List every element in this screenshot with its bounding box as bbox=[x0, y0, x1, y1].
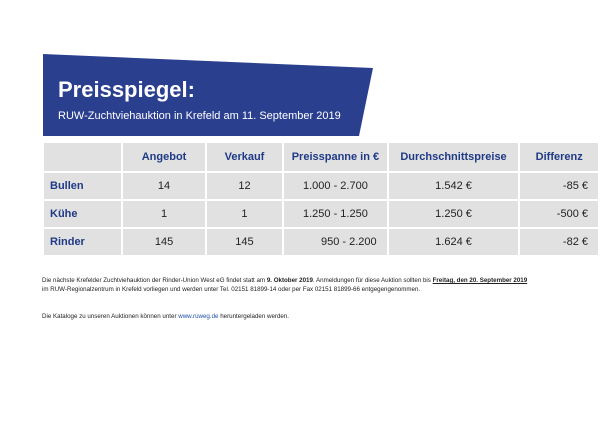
price-table: Angebot Verkauf Preisspanne in € Durchsc… bbox=[42, 141, 600, 257]
header-differenz: Differenz bbox=[520, 143, 598, 171]
ruweg-link[interactable]: www.ruweg.de bbox=[178, 313, 219, 320]
banner-background bbox=[43, 54, 373, 136]
cell-differenz: -82 € bbox=[520, 229, 598, 255]
cell-angebot: 145 bbox=[123, 229, 205, 255]
cell-preisspanne: 1.250 - 1.250 bbox=[284, 201, 387, 227]
cell-verkauf: 12 bbox=[206, 173, 283, 199]
cell-angebot: 1 bbox=[123, 201, 205, 227]
cell-preisspanne: 950 - 2.200 bbox=[284, 229, 387, 255]
registration-deadline: Freitag, den 20. September 2019 bbox=[432, 277, 528, 284]
note-text: Die nächste Krefelder Zuchtviehauktion d… bbox=[42, 277, 267, 284]
table-row: Kühe 1 1 1.250 - 1.250 1.250 € -500 € bbox=[44, 201, 598, 227]
note-text: . Anmeldungen für diese Auktion sollten … bbox=[312, 277, 433, 284]
header-preisspanne: Preisspanne in € bbox=[284, 143, 387, 171]
table-row: Rinder 145 145 950 - 2.200 1.624 € -82 € bbox=[44, 229, 598, 255]
auction-note: Die nächste Krefelder Zuchtviehauktion d… bbox=[42, 276, 527, 294]
table-row: Bullen 14 12 1.000 - 2.700 1.542 € -85 € bbox=[44, 173, 598, 199]
cell-differenz: -85 € bbox=[520, 173, 598, 199]
auction-note-line1: Die nächste Krefelder Zuchtviehauktion d… bbox=[42, 276, 527, 285]
page-title: Preisspiegel: bbox=[58, 77, 195, 102]
cell-angebot: 14 bbox=[123, 173, 205, 199]
title-banner: Preisspiegel: RUW-Zuchtviehauktion in Kr… bbox=[43, 54, 373, 136]
page-subtitle: RUW-Zuchtviehauktion in Krefeld am 11. S… bbox=[58, 110, 341, 122]
header-corner bbox=[44, 143, 122, 171]
row-label: Bullen bbox=[44, 173, 122, 199]
cell-verkauf: 1 bbox=[206, 201, 283, 227]
cell-verkauf: 145 bbox=[206, 229, 283, 255]
header-angebot: Angebot bbox=[123, 143, 205, 171]
cell-durchschnittspreis: 1.542 € bbox=[388, 173, 519, 199]
cell-durchschnittspreis: 1.624 € bbox=[388, 229, 519, 255]
note-text: Die Kataloge zu unseren Auktionen können… bbox=[42, 313, 179, 320]
header-verkauf: Verkauf bbox=[206, 143, 283, 171]
note-text: heruntergeladen werden. bbox=[218, 313, 290, 320]
row-label: Rinder bbox=[44, 229, 122, 255]
header-durchschnittspreise: Durchschnittspreise bbox=[388, 143, 519, 171]
cell-durchschnittspreis: 1.250 € bbox=[388, 201, 519, 227]
catalog-note: Die Kataloge zu unseren Auktionen können… bbox=[42, 312, 289, 321]
table-header-row: Angebot Verkauf Preisspanne in € Durchsc… bbox=[44, 143, 598, 171]
cell-preisspanne: 1.000 - 2.700 bbox=[284, 173, 387, 199]
auction-note-line2: im RUW-Regionalzentrum in Krefeld vorlie… bbox=[42, 286, 421, 293]
row-label: Kühe bbox=[44, 201, 122, 227]
next-auction-date: 9. Oktober 2019 bbox=[266, 277, 313, 284]
cell-differenz: -500 € bbox=[520, 201, 598, 227]
